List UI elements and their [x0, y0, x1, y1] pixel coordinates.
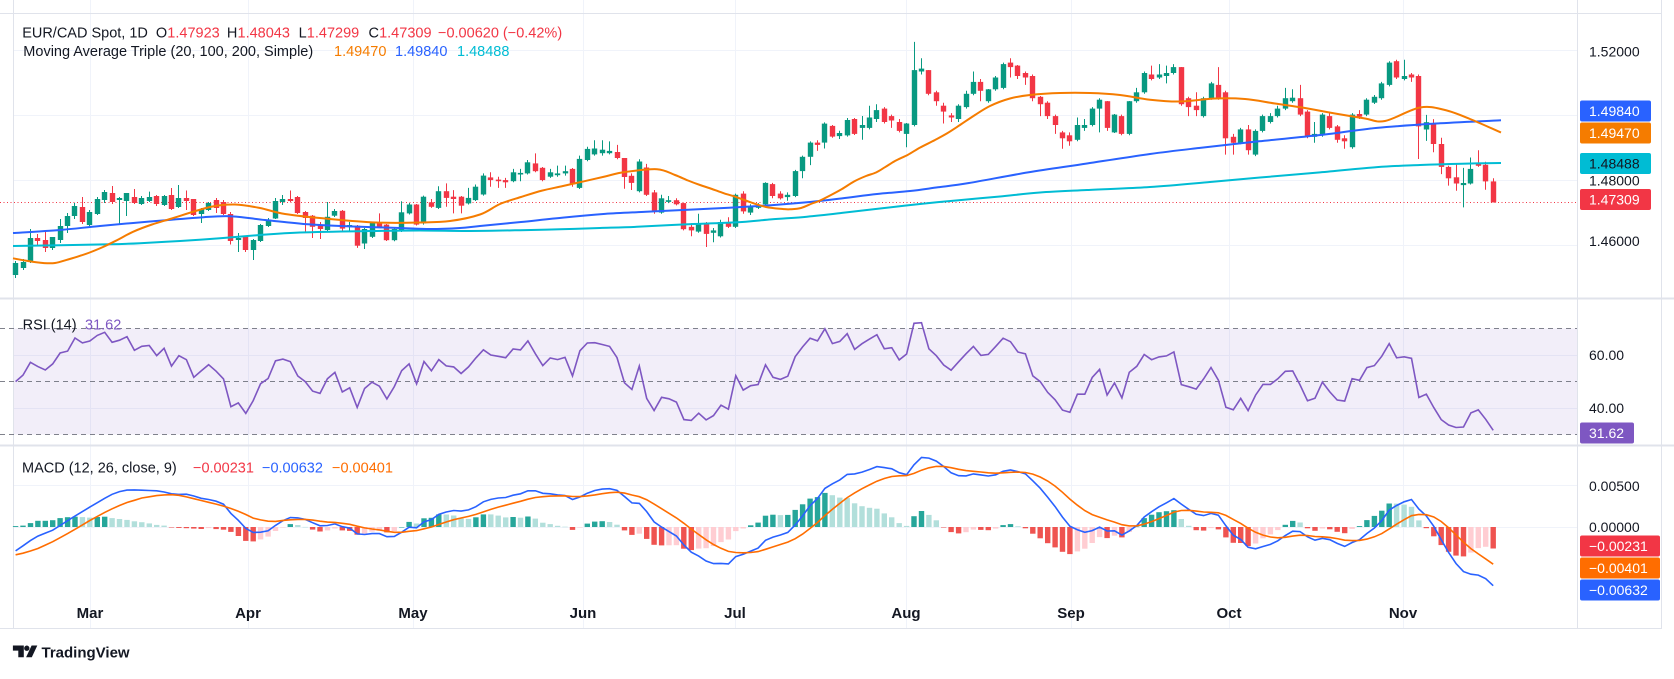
svg-text:1.48000: 1.48000: [1589, 173, 1640, 189]
svg-text:1.48488: 1.48488: [457, 44, 509, 60]
svg-text:Oct: Oct: [1216, 605, 1241, 622]
svg-text:C: C: [369, 26, 379, 42]
svg-text:EUR/CAD Spot, 1D: EUR/CAD Spot, 1D: [22, 26, 148, 42]
svg-text:H: H: [227, 26, 237, 42]
svg-text:O: O: [156, 26, 167, 42]
svg-text:−0.00620 (−0.42%): −0.00620 (−0.42%): [438, 26, 562, 42]
svg-text:1.49840: 1.49840: [1589, 103, 1640, 119]
svg-text:RSI (14): RSI (14): [23, 318, 77, 334]
svg-text:1.49470: 1.49470: [334, 44, 386, 60]
svg-text:31.62: 31.62: [1589, 425, 1624, 441]
svg-text:MACD (12, 26, close, 9): MACD (12, 26, close, 9): [22, 461, 177, 477]
svg-text:Aug: Aug: [891, 605, 920, 622]
svg-text:−0.00231: −0.00231: [193, 461, 254, 477]
svg-text:May: May: [398, 605, 428, 622]
svg-text:Jun: Jun: [570, 605, 597, 622]
svg-text:40.00: 40.00: [1589, 400, 1624, 416]
svg-text:Mar: Mar: [77, 605, 104, 622]
svg-text:1.47309: 1.47309: [379, 26, 431, 42]
svg-text:Moving Average Triple (20, 100: Moving Average Triple (20, 100, 200, Sim…: [23, 44, 313, 60]
svg-text:1.48043: 1.48043: [238, 26, 290, 42]
svg-text:1.52000: 1.52000: [1589, 44, 1640, 60]
svg-text:Apr: Apr: [235, 605, 261, 622]
svg-text:1.49470: 1.49470: [1589, 125, 1640, 141]
svg-text:Jul: Jul: [724, 605, 746, 622]
svg-text:0.00500: 0.00500: [1589, 478, 1640, 494]
svg-text:0.00000: 0.00000: [1589, 519, 1640, 535]
svg-text:31.62: 31.62: [85, 318, 121, 334]
svg-text:1.46000: 1.46000: [1589, 233, 1640, 249]
svg-text:1.48488: 1.48488: [1589, 156, 1640, 172]
svg-text:60.00: 60.00: [1589, 347, 1624, 363]
svg-text:−0.00401: −0.00401: [332, 461, 393, 477]
svg-text:TradingView: TradingView: [42, 644, 130, 661]
svg-text:Sep: Sep: [1057, 605, 1085, 622]
svg-text:−0.00231: −0.00231: [1589, 538, 1648, 554]
svg-text:−0.00632: −0.00632: [1589, 582, 1648, 598]
svg-text:L: L: [299, 26, 307, 42]
svg-text:1.47299: 1.47299: [307, 26, 359, 42]
svg-text:1.47309: 1.47309: [1589, 192, 1640, 208]
svg-text:1.49840: 1.49840: [395, 44, 447, 60]
svg-text:Nov: Nov: [1389, 605, 1418, 622]
svg-text:−0.00401: −0.00401: [1589, 560, 1648, 576]
svg-text:−0.00632: −0.00632: [262, 461, 323, 477]
svg-text:1.47923: 1.47923: [167, 26, 219, 42]
